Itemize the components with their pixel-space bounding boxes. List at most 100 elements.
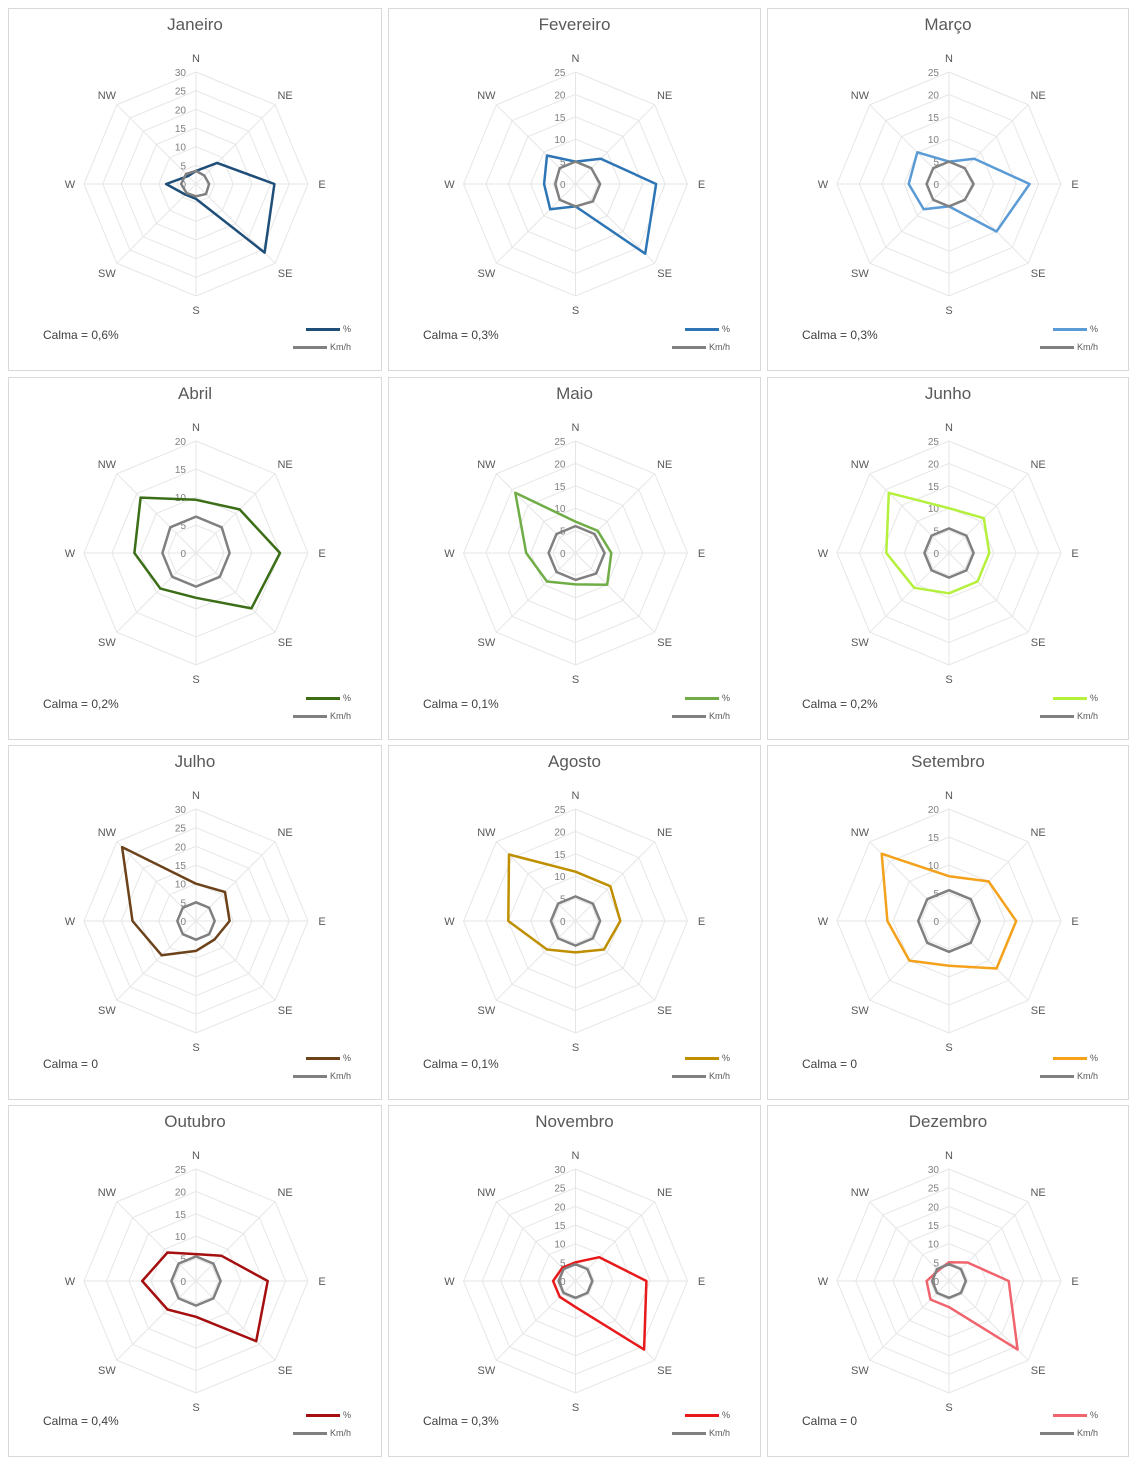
wind-rose-agosto: Agosto 0 5 10 15 20 25 N NE E SE S SW W NW Calma = 0,1%… bbox=[388, 745, 761, 1100]
chart-title: Março bbox=[924, 15, 972, 34]
direction-label: NW bbox=[477, 827, 496, 839]
direction-label: SW bbox=[851, 1005, 869, 1017]
grid-spoke bbox=[869, 1201, 950, 1282]
tick-label: 15 bbox=[554, 482, 566, 493]
direction-label: E bbox=[1071, 916, 1078, 928]
tick-label: 20 bbox=[175, 105, 187, 116]
tick-label: 30 bbox=[175, 805, 187, 816]
tick-label: 10 bbox=[928, 135, 940, 146]
direction-label: W bbox=[444, 1276, 455, 1288]
legend-entry: % bbox=[305, 691, 351, 705]
legend-label: Km/h bbox=[708, 1428, 730, 1438]
calm-label: Calma = 0,3% bbox=[802, 328, 878, 342]
calm-label: Calma = 0 bbox=[43, 1057, 99, 1071]
direction-label: NW bbox=[851, 827, 870, 839]
grid-spoke bbox=[116, 473, 197, 554]
legend-swatch bbox=[1039, 714, 1074, 718]
tick-label: 10 bbox=[554, 872, 566, 883]
legend-entry: % bbox=[1052, 322, 1098, 336]
grid-spoke bbox=[495, 183, 576, 264]
direction-label: N bbox=[192, 53, 200, 65]
grid-spoke bbox=[869, 183, 950, 264]
direction-label: SE bbox=[1031, 268, 1046, 280]
legend: % Km/h bbox=[1018, 1408, 1098, 1442]
legend-swatch bbox=[1052, 1056, 1087, 1060]
direction-label: SW bbox=[478, 1005, 496, 1017]
grid-spoke bbox=[948, 104, 1029, 185]
legend-entry: Km/h bbox=[292, 1069, 351, 1083]
direction-label: SW bbox=[98, 1365, 116, 1377]
direction-label: E bbox=[698, 179, 705, 191]
legend-entry: Km/h bbox=[671, 1426, 730, 1440]
legend-swatch bbox=[1052, 1413, 1087, 1417]
direction-label: NW bbox=[477, 459, 496, 471]
wind-rose-junho: Junho 0 5 10 15 20 25 N NE E SE S SW W NW Calma = 0,2%%… bbox=[767, 377, 1129, 740]
direction-label: SW bbox=[478, 1365, 496, 1377]
grid-spoke bbox=[195, 473, 276, 554]
legend-entry: Km/h bbox=[1039, 1426, 1098, 1440]
legend-label: % bbox=[1089, 693, 1098, 703]
chart-title: Maio bbox=[556, 384, 593, 403]
calm-label: Calma = 0,4% bbox=[43, 1414, 119, 1428]
series-speed-line bbox=[923, 527, 975, 579]
tick-label: 5 bbox=[560, 1258, 566, 1269]
direction-label: SW bbox=[98, 1005, 116, 1017]
legend-swatch bbox=[684, 327, 719, 331]
series-speed-line bbox=[916, 888, 982, 954]
wind-rose-maio: Maio 0 5 10 15 20 25 N NE E SE S SW W NW Calma = 0,1%% K… bbox=[388, 377, 761, 740]
legend-entry: Km/h bbox=[292, 1426, 351, 1440]
grid-spoke bbox=[575, 920, 656, 1001]
legend-entry: Km/h bbox=[1039, 1069, 1098, 1083]
tick-label: 5 bbox=[180, 898, 186, 909]
legend: % Km/h bbox=[650, 1408, 730, 1442]
legend: % Km/h bbox=[650, 322, 730, 356]
direction-label: N bbox=[945, 790, 953, 802]
legend-swatch bbox=[671, 714, 706, 718]
direction-label: NE bbox=[277, 827, 292, 839]
grid-spoke bbox=[948, 920, 1029, 1001]
legend: % Km/h bbox=[650, 691, 730, 725]
direction-label: W bbox=[818, 548, 829, 560]
chart-title: Agosto bbox=[548, 752, 601, 771]
legend-swatch bbox=[1039, 1074, 1074, 1078]
direction-label: SW bbox=[851, 1365, 869, 1377]
grid-spoke bbox=[948, 1201, 1029, 1282]
legend-label: Km/h bbox=[329, 1071, 351, 1081]
legend-swatch bbox=[292, 345, 327, 349]
tick-label: 10 bbox=[554, 135, 566, 146]
tick-label: 30 bbox=[928, 1165, 940, 1176]
tick-label: 15 bbox=[928, 1221, 940, 1232]
direction-label: E bbox=[698, 1276, 705, 1288]
tick-label: 15 bbox=[928, 482, 940, 493]
direction-label: E bbox=[1071, 179, 1078, 191]
series-percent-line bbox=[120, 845, 231, 957]
tick-label: 0 bbox=[180, 1277, 186, 1288]
legend-label: Km/h bbox=[329, 342, 351, 352]
direction-label: SE bbox=[657, 1365, 672, 1377]
legend: % Km/h bbox=[271, 1408, 351, 1442]
legend-entry: % bbox=[1052, 1051, 1098, 1065]
calm-label: Calma = 0,1% bbox=[423, 697, 499, 711]
legend-entry: % bbox=[684, 1408, 730, 1422]
direction-label: NW bbox=[851, 459, 870, 471]
direction-label: NE bbox=[1030, 1187, 1045, 1199]
legend-entry: Km/h bbox=[1039, 709, 1098, 723]
tick-label: 25 bbox=[928, 68, 940, 79]
chart-title: Janeiro bbox=[167, 15, 223, 34]
calm-label: Calma = 0,6% bbox=[43, 328, 119, 342]
series-speed-line bbox=[925, 160, 975, 208]
grid-spoke bbox=[495, 104, 576, 185]
legend-entry: Km/h bbox=[1039, 340, 1098, 354]
legend-entry: % bbox=[684, 1051, 730, 1065]
tick-label: 30 bbox=[554, 1165, 566, 1176]
calm-label: Calma = 0 bbox=[802, 1414, 858, 1428]
grid-spoke bbox=[495, 1280, 576, 1361]
direction-label: NW bbox=[98, 459, 117, 471]
tick-label: 10 bbox=[928, 1240, 940, 1251]
tick-label: 15 bbox=[928, 833, 940, 844]
direction-label: NW bbox=[98, 90, 117, 102]
legend-swatch bbox=[671, 1431, 706, 1435]
tick-label: 10 bbox=[175, 1232, 187, 1243]
grid-spoke bbox=[575, 104, 656, 185]
series-speed-line bbox=[549, 895, 602, 947]
